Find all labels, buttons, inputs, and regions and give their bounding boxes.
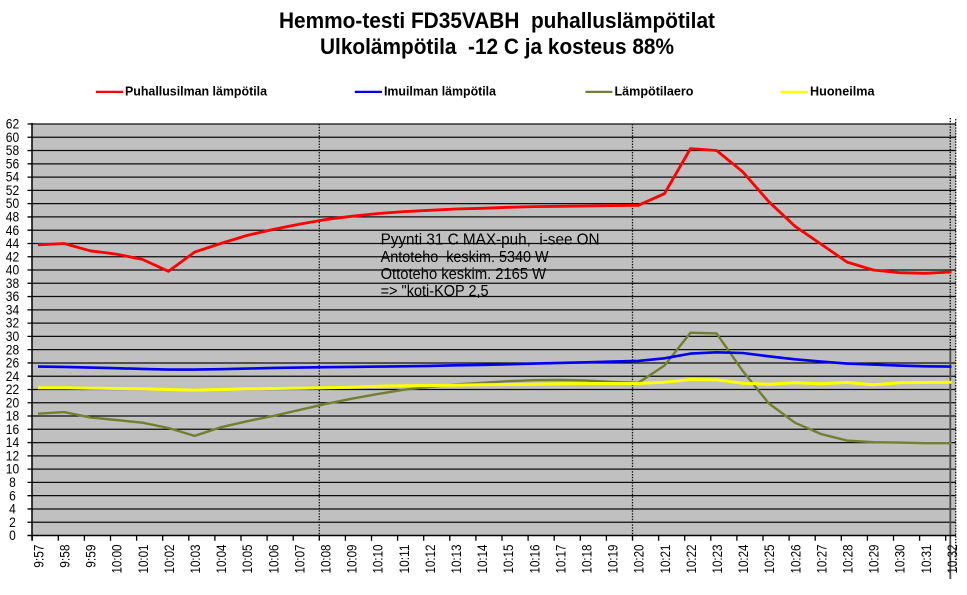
svg-text:10:18: 10:18 [580,544,595,573]
svg-text:Hemmo-testi FD35VABH puhallus: Hemmo-testi FD35VABH puhalluslämpötilat [279,8,715,33]
svg-text:9:59: 9:59 [84,544,99,567]
svg-text:10:26: 10:26 [788,544,803,573]
svg-text:10:29: 10:29 [867,544,882,573]
svg-text:Antoteho keskim. 5340 W: Antoteho keskim. 5340 W [381,249,549,266]
svg-text:10:07: 10:07 [292,545,307,574]
svg-text:36: 36 [6,289,20,304]
svg-text:24: 24 [6,369,20,384]
svg-text:48: 48 [6,210,20,225]
svg-text:10:00: 10:00 [110,544,125,573]
svg-text:10:13: 10:13 [449,544,464,573]
svg-text:34: 34 [6,302,20,317]
svg-text:10:08: 10:08 [319,544,334,573]
svg-text:22: 22 [6,382,19,397]
svg-text:62: 62 [6,117,19,132]
svg-text:4: 4 [9,502,16,517]
svg-text:10:17: 10:17 [553,545,568,574]
svg-text:52: 52 [6,183,19,198]
svg-text:2: 2 [9,515,16,530]
svg-text:54: 54 [6,170,20,185]
svg-text:30: 30 [6,329,20,344]
svg-text:10:10: 10:10 [371,544,386,573]
svg-text:Puhallusilman lämpötila: Puhallusilman lämpötila [125,85,268,99]
svg-text:60: 60 [6,130,20,145]
svg-text:Imuilman lämpötila: Imuilman lämpötila [384,85,497,99]
svg-text:10:15: 10:15 [501,544,516,573]
svg-text:40: 40 [6,263,20,278]
svg-text:10:11: 10:11 [397,545,412,574]
svg-text:10:04: 10:04 [214,544,229,573]
svg-text:10: 10 [6,462,20,477]
svg-text:42: 42 [6,249,19,264]
svg-text:58: 58 [6,143,20,158]
svg-text:10:06: 10:06 [266,544,281,573]
svg-text:10:09: 10:09 [345,544,360,573]
svg-text:10:22: 10:22 [684,545,699,574]
svg-text:10:24: 10:24 [736,544,751,573]
svg-text:=> "koti-KOP 2,5: => "koti-KOP 2,5 [381,283,489,300]
svg-text:Huoneilma: Huoneilma [810,85,876,99]
svg-text:10:16: 10:16 [527,544,542,573]
svg-text:Ulkolämpötila -12 C ja kosteu: Ulkolämpötila -12 C ja kosteus 88% [320,34,674,59]
svg-text:6: 6 [9,488,16,503]
svg-text:26: 26 [6,356,20,371]
svg-text:10:12: 10:12 [423,545,438,574]
svg-text:16: 16 [6,422,20,437]
svg-text:Ottoteho keskim. 2165 W: Ottoteho keskim. 2165 W [381,266,547,283]
svg-text:28: 28 [6,342,20,357]
svg-text:18: 18 [6,409,20,424]
svg-text:10:23: 10:23 [710,544,725,573]
svg-text:9:57: 9:57 [31,545,46,568]
svg-text:8: 8 [9,475,16,490]
svg-text:10:25: 10:25 [762,544,777,573]
svg-text:44: 44 [6,236,20,251]
svg-text:0: 0 [9,528,16,543]
svg-text:10:19: 10:19 [606,544,621,573]
svg-text:Lämpötilaero: Lämpötilaero [615,85,694,99]
svg-text:10:05: 10:05 [240,544,255,573]
svg-text:10:30: 10:30 [893,544,908,573]
svg-text:10:14: 10:14 [475,544,490,573]
svg-text:32: 32 [6,316,19,331]
svg-text:14: 14 [6,435,20,450]
svg-text:50: 50 [6,196,20,211]
svg-text:20: 20 [6,395,20,410]
svg-text:10:01: 10:01 [136,545,151,574]
svg-text:12: 12 [6,449,19,464]
svg-text:46: 46 [6,223,20,238]
svg-text:10:20: 10:20 [632,544,647,573]
svg-text:10:32: 10:32 [945,545,960,574]
svg-text:10:21: 10:21 [658,545,673,574]
svg-text:10:03: 10:03 [188,544,203,573]
svg-text:10:02: 10:02 [162,545,177,574]
svg-text:38: 38 [6,276,20,291]
svg-text:9:58: 9:58 [58,544,73,567]
svg-text:10:31: 10:31 [919,545,934,574]
svg-text:Pyynti 31 C MAX-puh, i-see ON: Pyynti 31 C MAX-puh, i-see ON [381,232,600,249]
svg-text:10:27: 10:27 [814,545,829,574]
svg-text:10:28: 10:28 [841,544,856,573]
svg-text:56: 56 [6,156,20,171]
